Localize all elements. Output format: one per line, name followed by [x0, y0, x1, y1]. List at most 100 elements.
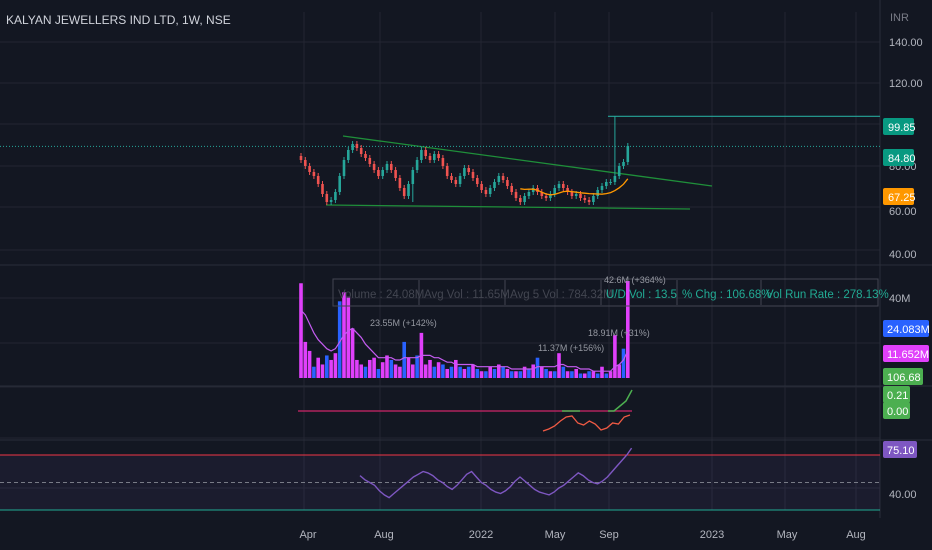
candle[interactable] — [445, 166, 449, 176]
candle[interactable] — [484, 190, 488, 194]
volume-bar[interactable] — [363, 366, 368, 378]
volume-bar[interactable] — [522, 366, 527, 378]
volume-bar[interactable] — [484, 371, 488, 378]
candle[interactable] — [471, 172, 475, 178]
volume-bar[interactable] — [548, 371, 553, 378]
candle[interactable] — [377, 170, 380, 176]
volume-bar[interactable] — [402, 341, 406, 378]
volume-bar[interactable] — [578, 373, 583, 378]
candle[interactable] — [450, 176, 453, 180]
volume-bar[interactable] — [411, 364, 415, 378]
candle[interactable] — [613, 176, 617, 182]
volume-bar[interactable] — [613, 335, 617, 378]
candle[interactable] — [570, 192, 574, 196]
volume-pane[interactable]: Volume : 24.08M Avg Vol : 11.65M Avg 5 Vol… — [299, 275, 889, 378]
volume-bar[interactable] — [350, 328, 355, 378]
volume-bar[interactable] — [368, 359, 372, 378]
candle[interactable] — [316, 176, 320, 184]
volume-bar[interactable] — [372, 357, 376, 378]
volume-bar[interactable] — [441, 364, 445, 378]
volume-bar[interactable] — [475, 368, 480, 378]
candle[interactable] — [506, 180, 509, 186]
candle[interactable] — [488, 188, 492, 194]
candle[interactable] — [574, 194, 578, 196]
volume-bar[interactable] — [462, 368, 467, 378]
volume-bar[interactable] — [479, 371, 484, 378]
volume-bar[interactable] — [527, 368, 531, 378]
candle[interactable] — [553, 188, 556, 194]
candle[interactable] — [587, 200, 591, 202]
volume-bar[interactable] — [557, 353, 561, 378]
candle[interactable] — [402, 188, 406, 196]
candle[interactable] — [544, 196, 548, 198]
price-pane[interactable] — [0, 115, 880, 210]
volume-bar[interactable] — [458, 366, 462, 378]
volume-bar[interactable] — [423, 364, 428, 378]
volume-bar[interactable] — [380, 362, 385, 378]
candle[interactable] — [338, 176, 341, 192]
candle[interactable] — [583, 198, 587, 200]
volume-bar[interactable] — [346, 296, 351, 378]
volume-bar[interactable] — [471, 364, 475, 378]
candle[interactable] — [510, 186, 513, 192]
candle[interactable] — [359, 148, 363, 154]
volume-bar[interactable] — [406, 357, 411, 378]
volume-bar[interactable] — [303, 341, 308, 378]
volume-bar[interactable] — [514, 371, 518, 378]
candle[interactable] — [394, 170, 397, 178]
candle[interactable] — [437, 154, 440, 158]
candle[interactable] — [557, 184, 561, 188]
volume-bar[interactable] — [454, 359, 458, 378]
volume-bar[interactable] — [570, 371, 574, 378]
candle[interactable] — [407, 184, 410, 196]
candle[interactable] — [519, 198, 522, 202]
volume-bar[interactable] — [445, 368, 449, 378]
time-axis[interactable]: Apr Aug 2022 May Sep 2023 May Aug — [299, 529, 865, 541]
candle[interactable] — [325, 194, 329, 202]
candle[interactable] — [617, 166, 621, 176]
candle[interactable] — [605, 182, 608, 186]
volume-bar[interactable] — [561, 366, 566, 378]
volume-bar[interactable] — [535, 357, 540, 378]
candle[interactable] — [540, 192, 544, 196]
candle[interactable] — [493, 182, 496, 188]
candle[interactable] — [355, 144, 359, 148]
candle[interactable] — [476, 178, 479, 184]
candle[interactable] — [562, 184, 565, 188]
volume-bar[interactable] — [488, 366, 492, 378]
candle[interactable] — [514, 192, 518, 198]
candle[interactable] — [458, 176, 462, 184]
volume-bar[interactable] — [540, 366, 544, 378]
volume-bar[interactable] — [565, 371, 570, 378]
volume-bar[interactable] — [492, 368, 497, 378]
volume-bar[interactable] — [393, 364, 398, 378]
volume-bar[interactable] — [600, 366, 604, 378]
volume-bar[interactable] — [587, 371, 591, 378]
volume-bar[interactable] — [316, 357, 320, 378]
candle[interactable] — [368, 158, 372, 164]
candle[interactable] — [329, 200, 333, 202]
candle[interactable] — [415, 160, 419, 170]
candle[interactable] — [463, 168, 466, 176]
candle[interactable] — [351, 144, 354, 150]
candle[interactable] — [527, 192, 531, 196]
candle[interactable] — [600, 186, 604, 190]
candle[interactable] — [531, 188, 535, 192]
volume-bar[interactable] — [299, 283, 303, 378]
volume-bar[interactable] — [501, 366, 505, 378]
rsi-pane[interactable] — [0, 447, 880, 511]
volume-bar[interactable] — [325, 355, 329, 378]
candle[interactable] — [592, 196, 595, 202]
candle[interactable] — [334, 192, 337, 200]
volume-bar[interactable] — [583, 373, 587, 378]
volume-bar[interactable] — [307, 350, 312, 378]
volume-bar[interactable] — [320, 364, 325, 378]
candle[interactable] — [622, 162, 625, 166]
candle[interactable] — [372, 164, 376, 170]
candle[interactable] — [398, 178, 402, 188]
volume-bar[interactable] — [604, 373, 609, 378]
volume-bar[interactable] — [436, 362, 441, 378]
candle[interactable] — [523, 196, 526, 202]
volume-bar[interactable] — [428, 359, 432, 378]
candle[interactable] — [364, 154, 367, 158]
